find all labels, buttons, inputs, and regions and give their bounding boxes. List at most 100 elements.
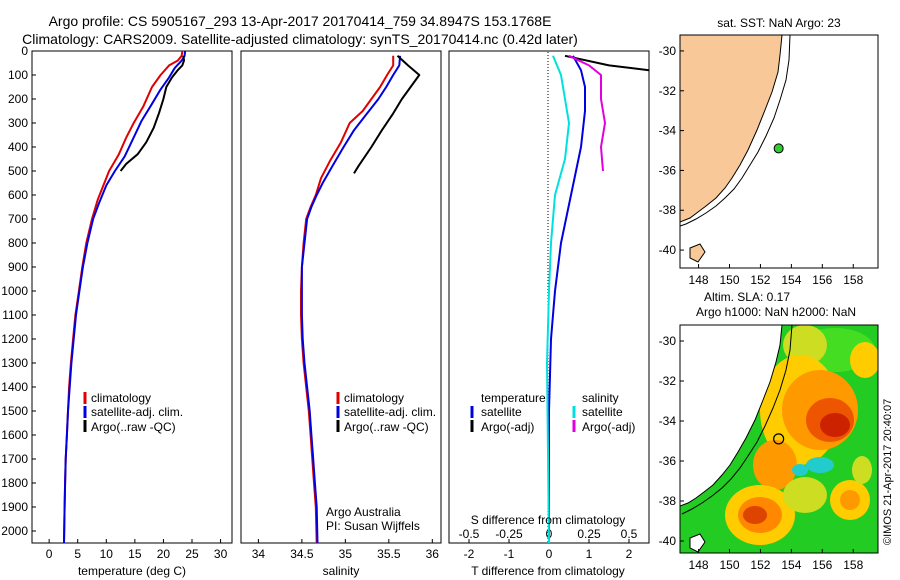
- sla-field-blobs: [725, 325, 878, 545]
- sst-map-title: sat. SST: NaN Argo: 23: [717, 16, 841, 30]
- lat-tick-label: -32: [659, 374, 677, 388]
- depth-tick-label: 1800: [1, 476, 28, 490]
- difference-panel: -2 -1 0 1 2 -0.5 -0.25 0 0.25 0.5 S difference f…: [448, 50, 650, 578]
- s-tick-label: 0.5: [621, 527, 638, 541]
- sla-map-frame: [679, 324, 879, 554]
- sst-map-lon-ticks: 148 150 152 154 156 158: [689, 264, 864, 287]
- lat-tick-label: -40: [659, 534, 677, 548]
- series-line-argo--adj-: [564, 54, 650, 72]
- x-tick-label: 5: [74, 547, 81, 561]
- depth-tick-label: 1400: [1, 380, 28, 394]
- depth-tick-label: 1500: [1, 404, 28, 418]
- x-tick-label: 15: [128, 547, 142, 561]
- lat-tick-label: -36: [659, 454, 677, 468]
- legend-t-argo: Argo(-adj): [481, 420, 534, 434]
- x-tick-label: 2: [626, 547, 633, 561]
- lat-tick-label: -38: [659, 203, 677, 217]
- x-tick-label: -2: [464, 547, 475, 561]
- x-tick-label: 36: [426, 547, 440, 561]
- t-difference-xlabel: T difference from climatology: [471, 564, 625, 578]
- lat-tick-label: -30: [659, 44, 677, 58]
- tasmania-islands: [689, 243, 706, 263]
- temperature-profiles: [63, 50, 187, 544]
- lon-tick-label: 154: [781, 273, 801, 287]
- salinity-profiles: [300, 55, 421, 544]
- sla-tasmania-islands: [689, 533, 706, 553]
- temperature-ticks: 0 5 10 15 20 25 30: [46, 539, 228, 561]
- legend-argo: Argo(..raw -QC): [344, 420, 429, 434]
- legend-climatology: climatology: [344, 391, 404, 405]
- depth-tick-label: 1000: [1, 284, 28, 298]
- lat-tick-label: -36: [659, 163, 677, 177]
- sst-map-lat-ticks: -30 -32 -34 -36 -38 -40: [659, 44, 684, 257]
- sst-map-frame: [679, 34, 879, 269]
- land-mass: [680, 35, 783, 223]
- temperature-plot-frame: [31, 50, 233, 544]
- s-tick-label: -0.25: [495, 527, 523, 541]
- series-line-satellite-adj--clim-: [63, 50, 187, 544]
- lon-tick-label: 150: [719, 273, 739, 287]
- depth-tick-label: 600: [8, 188, 28, 202]
- lon-tick-label: 158: [843, 558, 863, 572]
- sla-map-lat-ticks: -30 -32 -34 -36 -38 -40: [659, 334, 684, 548]
- header-line1: Argo profile: CS 5905167_293 13-Apr-2017…: [49, 13, 552, 29]
- sla-map-title-line1: Altim. SLA: 0.17: [704, 290, 790, 304]
- s-tick-label: -0.5: [459, 527, 480, 541]
- lat-tick-label: -40: [659, 243, 677, 257]
- salinity-plot-frame: [240, 50, 442, 544]
- depth-tick-label: 200: [8, 92, 28, 106]
- salinity-panel: 34 34.5 35 35.5 36 salinity climatology sate…: [240, 50, 442, 578]
- x-tick-label: 20: [157, 547, 171, 561]
- depth-tick-label: 1700: [1, 452, 28, 466]
- temperature-xlabel: temperature (deg C): [78, 564, 186, 578]
- sla-land-mass: [680, 325, 783, 507]
- lat-tick-label: -34: [659, 414, 677, 428]
- lon-tick-label: 156: [812, 273, 832, 287]
- sst-map-panel: sat. SST: NaN Argo: 23 -30 -32 -34 -36 -38 -4…: [659, 16, 879, 287]
- depth-tick-label: 1600: [1, 428, 28, 442]
- argo-location-marker: [773, 433, 785, 445]
- lat-tick-label: -32: [659, 84, 677, 98]
- depth-ticks: 0 100 200 300 400 500 600 700 800 900 1000 1100 1200…: [1, 44, 36, 538]
- s-difference-label: S difference from climatology: [471, 513, 626, 527]
- legend-climatology: climatology: [91, 391, 151, 405]
- difference-legend: temperature satellite Argo(-adj) salinit…: [470, 391, 635, 434]
- series-line-satellite: [548, 55, 586, 543]
- x-tick-label: -1: [504, 547, 515, 561]
- x-tick-label: 34: [252, 547, 266, 561]
- lon-tick-label: 148: [689, 558, 709, 572]
- sla-map-title-line2: Argo h1000: NaN h2000: NaN: [696, 305, 856, 319]
- sla-map-panel: Altim. SLA: 0.17 Argo h1000: NaN h2000: …: [659, 290, 879, 572]
- series-line-satellite: [546, 55, 570, 544]
- legend-salinity-heading: salinity: [582, 391, 619, 405]
- x-tick-label: 10: [100, 547, 114, 561]
- lat-tick-label: -30: [659, 334, 677, 348]
- series-line-satellite-adj--clim-: [300, 55, 402, 544]
- depth-tick-label: 1100: [2, 308, 28, 322]
- lon-tick-label: 152: [750, 558, 770, 572]
- legend-temperature-heading: temperature: [481, 391, 546, 405]
- lat-tick-label: -34: [659, 124, 677, 138]
- series-line-argo---raw--qc-: [119, 55, 185, 172]
- x-tick-label: 25: [185, 547, 199, 561]
- argo-location-marker: [773, 143, 784, 154]
- lon-tick-label: 154: [781, 558, 801, 572]
- x-tick-label: 1: [586, 547, 593, 561]
- series-line-argo---raw--qc-: [353, 55, 421, 174]
- imos-credit: ©IMOS 21-Apr-2017 20:40:07: [882, 399, 894, 545]
- depth-tick-label: 400: [8, 140, 28, 154]
- salinity-xlabel: salinity: [323, 564, 360, 578]
- credit-line2: PI: Susan Wijffels: [326, 519, 420, 533]
- depth-tick-label: 1900: [1, 500, 28, 514]
- legend-satellite: satellite-adj. clim.: [344, 405, 436, 419]
- depth-tick-label: 700: [8, 212, 28, 226]
- depth-tick-label: 300: [8, 116, 28, 130]
- lon-tick-label: 158: [843, 273, 863, 287]
- x-tick-label: 34.5: [290, 547, 314, 561]
- s-tick-label: 0.25: [577, 527, 601, 541]
- series-line-argo--adj-: [568, 54, 606, 172]
- depth-tick-label: 1300: [1, 356, 28, 370]
- legend-t-satellite: satellite: [481, 405, 522, 419]
- x-tick-label: 0: [546, 547, 553, 561]
- sla-coastline-contour: [681, 325, 793, 515]
